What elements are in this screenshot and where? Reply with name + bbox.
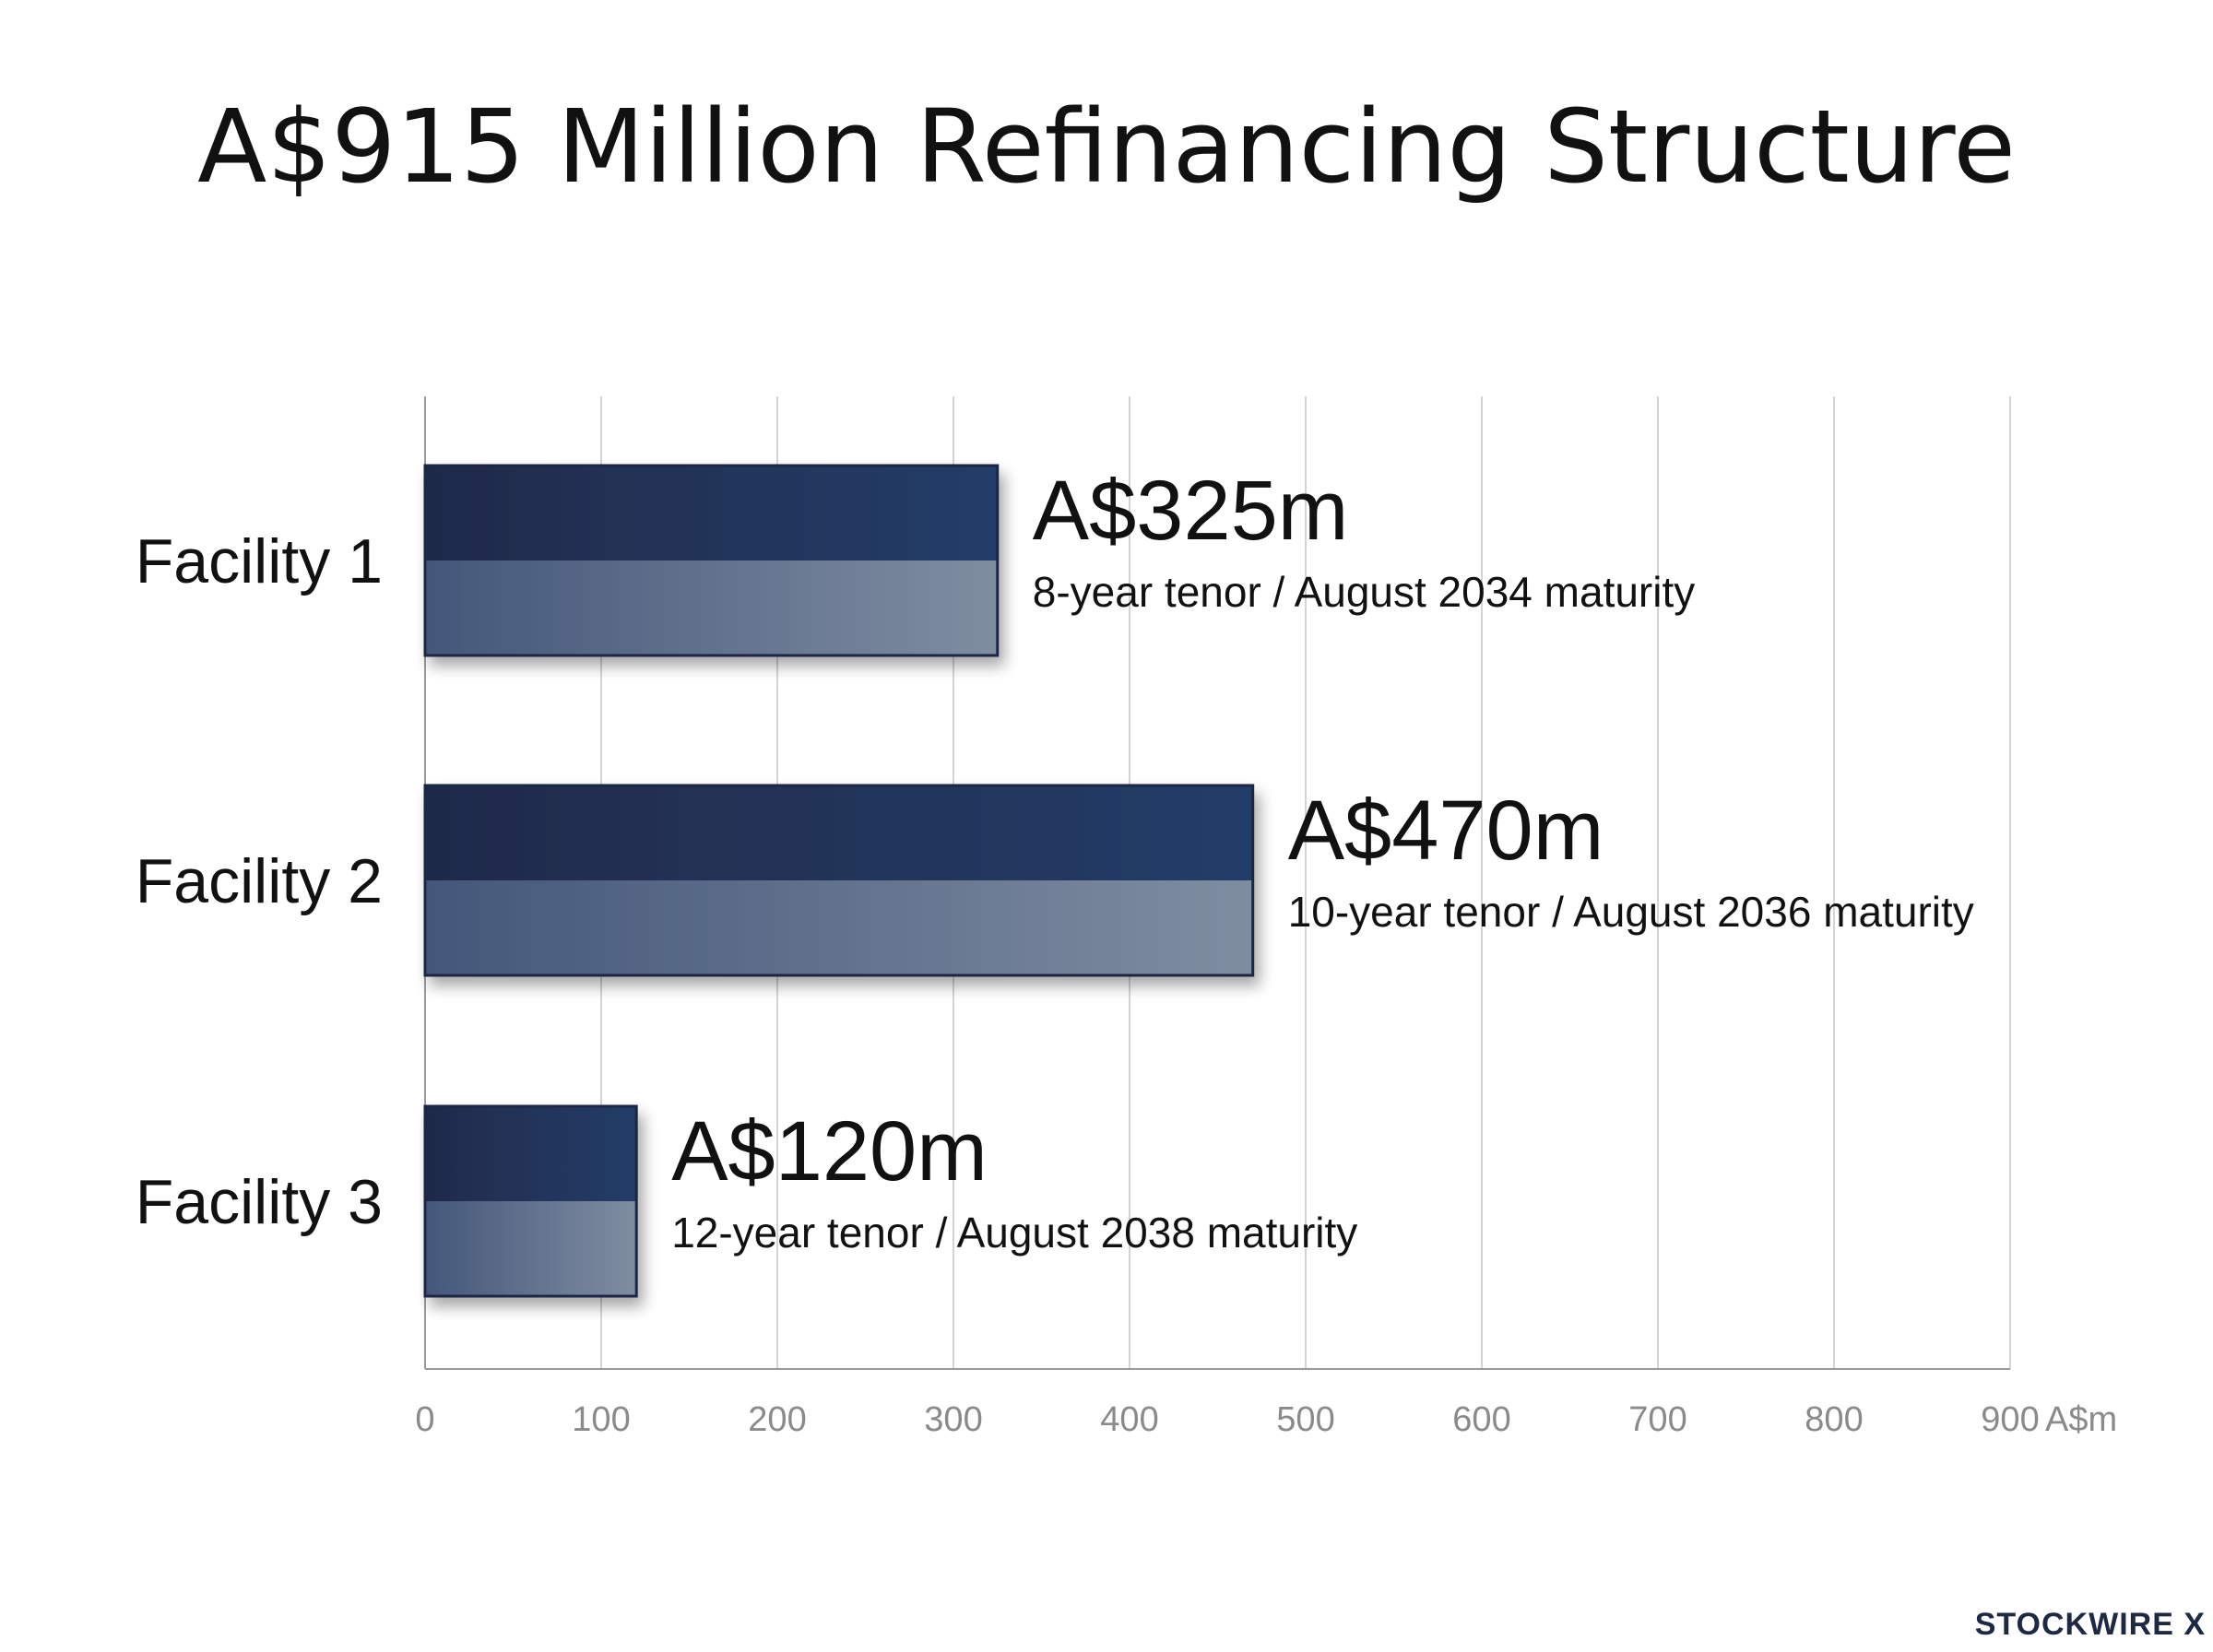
x-tick-label: 700 [1628, 1400, 1686, 1439]
value-label: A$325m [1033, 464, 1349, 558]
x-tick-label: 900 [1981, 1400, 2039, 1439]
bar-bottom-half [425, 880, 1253, 975]
x-tick-label: 0 [415, 1400, 434, 1439]
x-tick-label: 800 [1805, 1400, 1863, 1439]
bar [423, 1104, 638, 1298]
category-label: Facility 1 [136, 526, 383, 596]
bar-bottom-half [425, 560, 998, 655]
tenor-annotation: 12-year tenor / August 2038 maturity [671, 1209, 1357, 1257]
x-tick-label: 300 [924, 1400, 982, 1439]
tenor-annotation: 10-year tenor / August 2036 maturity [1288, 888, 1974, 936]
bar-bottom-half [425, 1201, 637, 1296]
bar-outline [423, 784, 1255, 977]
brand-logo: STOCKWIRE X [1974, 1607, 2206, 1642]
x-tick-label: 400 [1100, 1400, 1158, 1439]
category-label: Facility 2 [136, 846, 383, 916]
bar [423, 464, 1000, 657]
bar-top-half [425, 466, 998, 560]
chart-title: A$915 Million Refinancing Structure [197, 88, 2016, 206]
x-tick-label: 200 [748, 1400, 806, 1439]
bar [423, 784, 1255, 977]
bar-outline [423, 464, 1000, 657]
tenor-annotation: 8-year tenor / August 2034 maturity [1033, 568, 1696, 616]
bar-top-half [425, 1106, 637, 1201]
x-axis-unit: A$m [2045, 1400, 2117, 1439]
x-tick-label: 100 [572, 1400, 630, 1439]
x-tick-label: 500 [1276, 1400, 1334, 1439]
x-tick-label: 600 [1452, 1400, 1510, 1439]
bar-top-half [425, 785, 1253, 880]
category-label: Facility 3 [136, 1167, 383, 1237]
value-label: A$470m [1288, 784, 1604, 878]
bar-outline [423, 1104, 638, 1298]
value-label: A$120m [671, 1104, 988, 1198]
